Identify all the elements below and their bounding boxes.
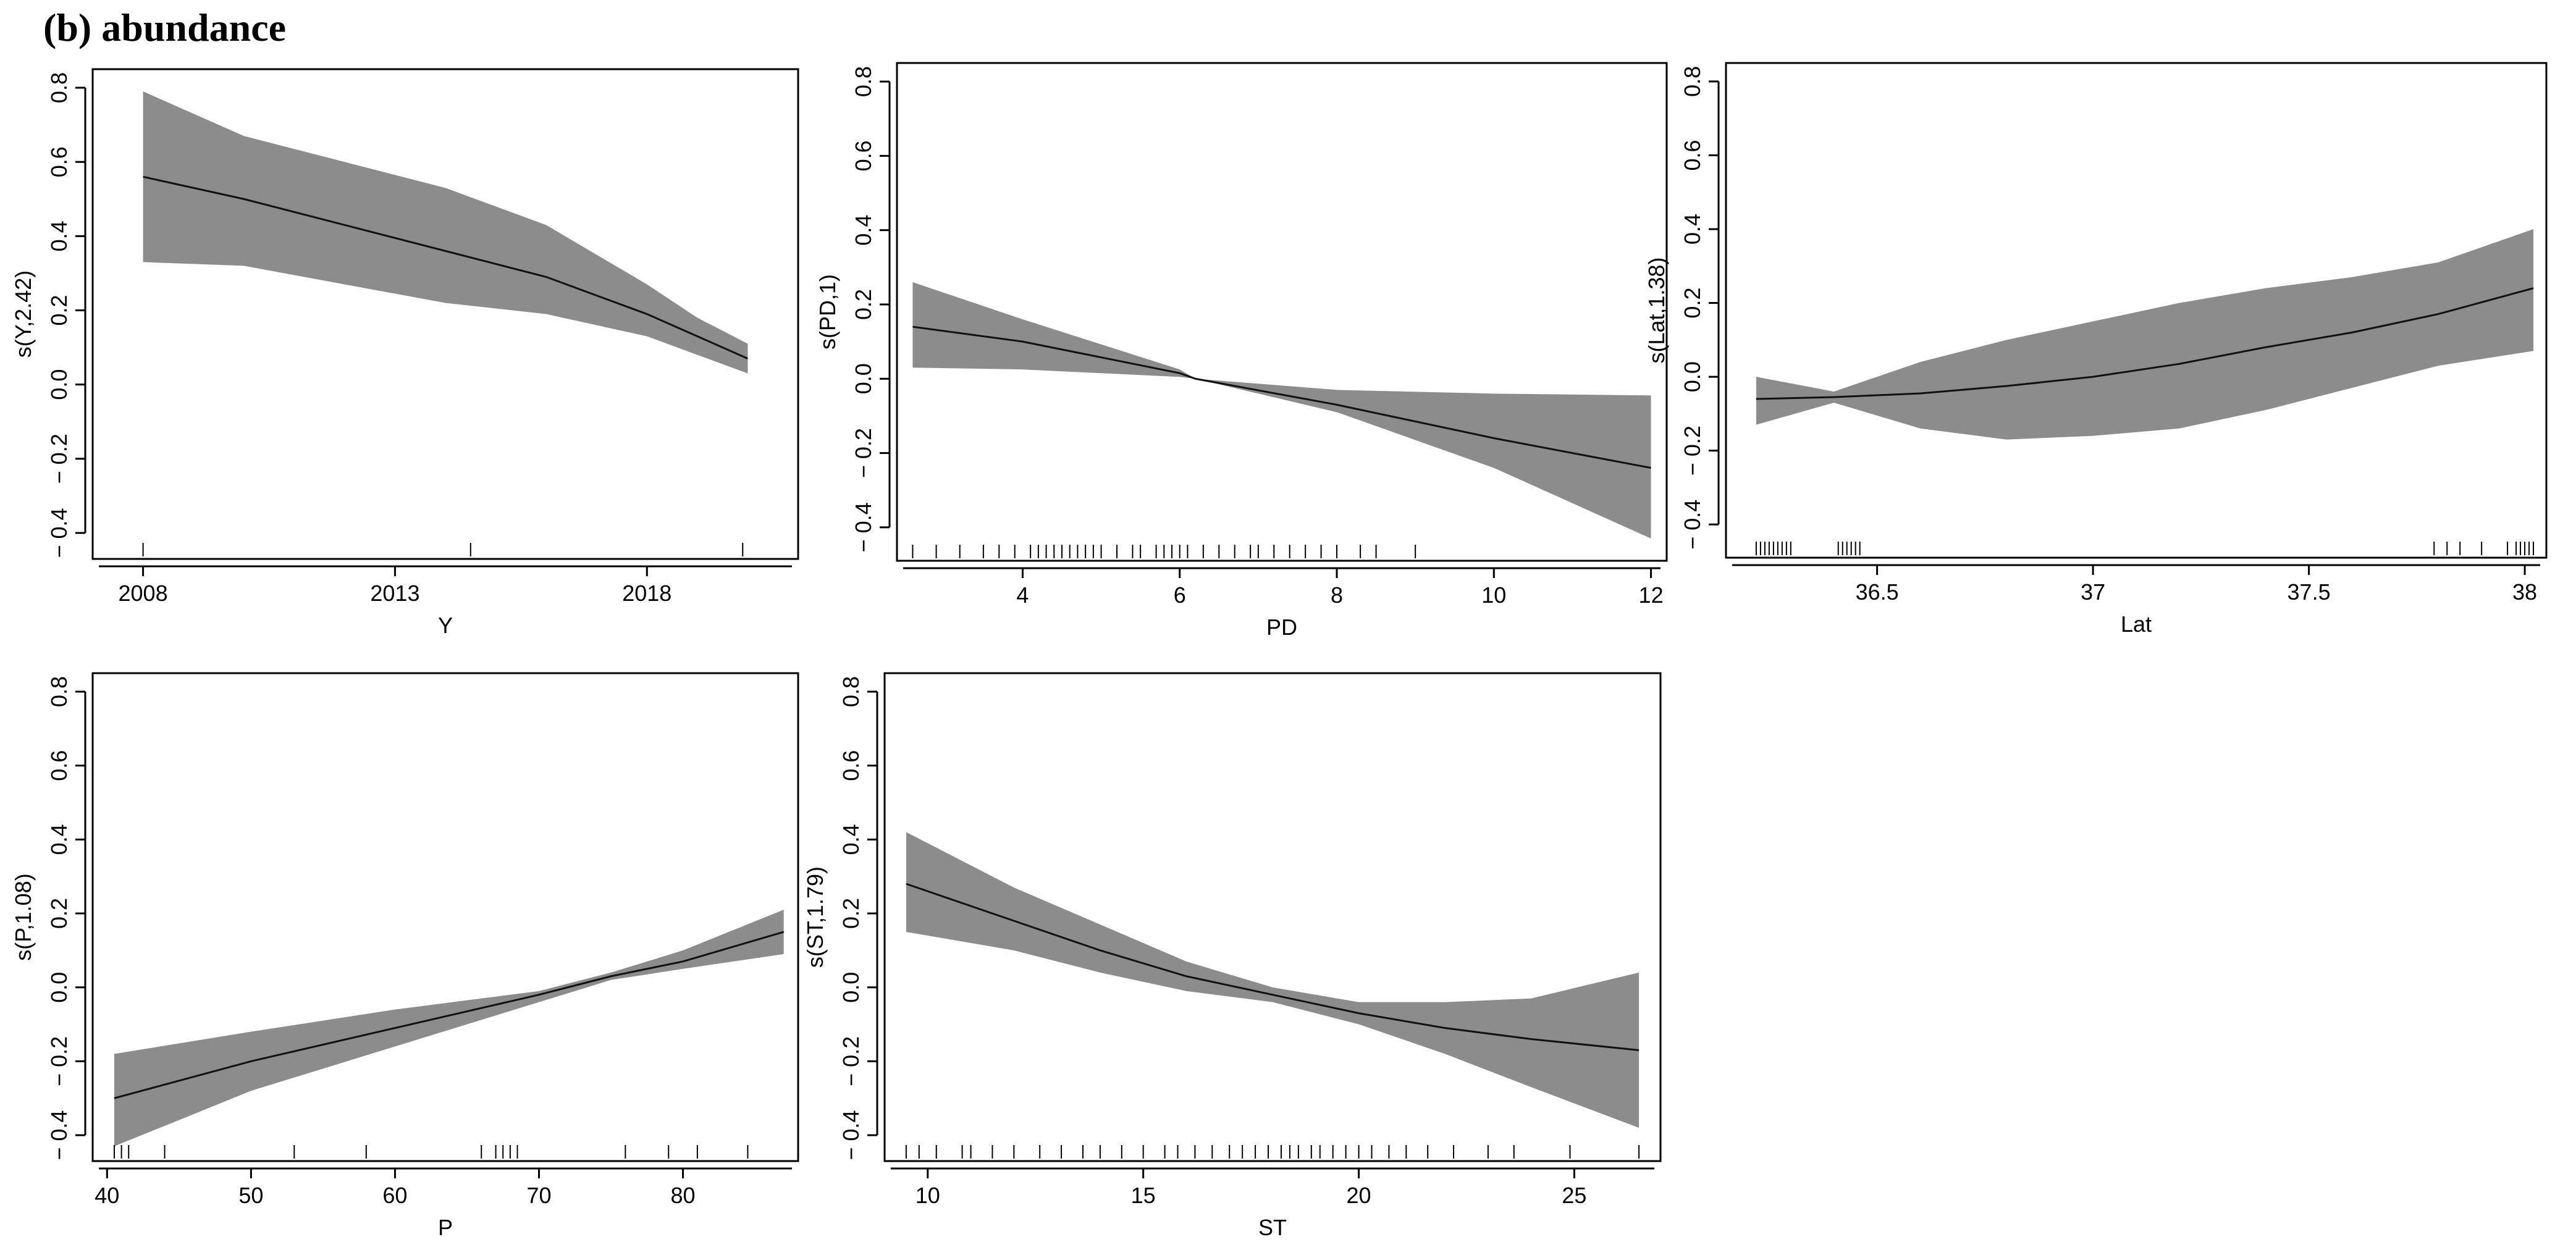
panel-1: − 0.4 − 0.2 0.0 0.2 0.4 0.6 0.8 s(Y,2.42) 2008 20… <box>11 68 799 638</box>
x-tick-label: 50 <box>238 1183 263 1208</box>
y-tick-label: 0.2 <box>838 898 864 929</box>
x-axis-title: Lat <box>2121 611 2152 637</box>
y-tick-label: 0.6 <box>46 750 72 781</box>
y-tick-label: − 0.4 <box>851 502 876 552</box>
y-tick-label: 0.2 <box>46 295 72 325</box>
y-tick-label: − 0.2 <box>851 428 876 478</box>
panel-4: − 0.4 − 0.2 0.0 0.2 0.4 0.6 0.8 s(P,1.08) 40 50 60… <box>11 672 799 1240</box>
x-tick-label: 6 <box>1174 582 1186 608</box>
confidence-band <box>906 832 1639 1128</box>
y-axis-title: s(PD,1) <box>815 274 840 350</box>
confidence-band <box>114 910 784 1147</box>
y-tick-label: 0.8 <box>46 72 72 103</box>
x-axis-title: PD <box>1266 615 1297 640</box>
y-tick-label: 0.0 <box>46 972 72 1003</box>
confidence-band <box>143 91 748 374</box>
x-axis-title: Y <box>438 613 453 638</box>
y-tick-label: 0.0 <box>46 369 72 400</box>
x-tick-label: 20 <box>1347 1183 1371 1208</box>
x-tick-label: 25 <box>1562 1183 1586 1208</box>
x-tick-label: 10 <box>1481 582 1506 608</box>
x-tick-label: 4 <box>1016 582 1029 608</box>
smooth-fit-line <box>1756 287 2534 400</box>
y-axis-title: s(P,1.08) <box>11 873 36 960</box>
x-tick-label: 37 <box>2081 579 2105 605</box>
y-tick-label: − 0.2 <box>838 1036 864 1086</box>
y-tick-label: 0.0 <box>851 363 876 394</box>
y-tick-label: − 0.2 <box>1680 426 1705 476</box>
plot-frame <box>883 672 1662 1162</box>
x-tick-label: 37.5 <box>2288 579 2331 605</box>
y-tick-label: 0.0 <box>1680 361 1705 392</box>
y-tick-label: 0.6 <box>851 140 876 171</box>
y-tick-label: − 0.4 <box>46 1110 72 1160</box>
y-tick-label: 0.2 <box>851 289 876 320</box>
y-tick-label: 0.2 <box>46 898 72 929</box>
x-tick-label: 36.5 <box>1856 579 1899 605</box>
panel-5: − 0.4 − 0.2 0.0 0.2 0.4 0.6 0.8 s(ST,1.79) 10 15 2… <box>802 672 1662 1240</box>
smooth-fit-line <box>906 883 1639 1051</box>
x-tick-label: 38 <box>2512 579 2537 605</box>
x-tick-label: 60 <box>382 1183 407 1208</box>
x-tick-label: 2008 <box>119 581 168 606</box>
y-tick-label: − 0.2 <box>46 434 72 484</box>
panel-2: − 0.4 − 0.2 0.0 0.2 0.4 0.6 0.8 s(PD,1) 4 6 8 10 12 P… <box>815 62 1668 640</box>
figure-title: (b) abundance <box>43 6 286 49</box>
y-tick-label: 0.6 <box>1680 140 1705 170</box>
y-tick-label: − 0.4 <box>46 508 72 558</box>
y-tick-label: − 0.4 <box>838 1110 864 1160</box>
y-tick-label: 0.2 <box>1680 288 1705 319</box>
y-axis-title: s(ST,1.79) <box>802 866 828 968</box>
x-tick-label: 10 <box>915 1183 940 1208</box>
x-tick-label: 40 <box>95 1183 119 1208</box>
plot-frame <box>91 68 799 560</box>
y-tick-label: 0.4 <box>838 824 864 855</box>
smooth-fit-line <box>143 175 749 359</box>
plot-frame <box>91 672 799 1162</box>
x-tick-label: 2018 <box>622 581 671 606</box>
x-tick-label: 15 <box>1131 1183 1156 1208</box>
plot-frame <box>896 62 1668 562</box>
y-axis-title: s(Lat,1.38) <box>1644 257 1669 363</box>
plot-frame <box>1725 62 2548 559</box>
smooth-fit-line <box>912 325 1651 469</box>
confidence-band <box>1756 229 2534 440</box>
y-tick-label: 0.8 <box>851 66 876 97</box>
y-tick-label: − 0.4 <box>1680 500 1705 550</box>
y-tick-label: 0.4 <box>46 824 72 855</box>
x-tick-label: 2013 <box>370 581 419 606</box>
y-tick-label: 0.0 <box>838 972 864 1003</box>
x-tick-label: 70 <box>526 1183 551 1208</box>
x-tick-label: 80 <box>671 1183 696 1208</box>
y-tick-label: 0.4 <box>1680 214 1705 245</box>
y-tick-label: 0.8 <box>838 676 864 707</box>
y-tick-label: − 0.2 <box>46 1036 72 1086</box>
y-tick-label: 0.6 <box>838 750 864 781</box>
smooth-fit-line <box>114 931 785 1099</box>
y-tick-label: 0.8 <box>46 676 72 707</box>
x-tick-label: 12 <box>1639 582 1664 608</box>
y-axis-title: s(Y,2.42) <box>11 271 36 358</box>
panel-3: − 0.4 − 0.2 0.0 0.2 0.4 0.6 0.8 s(Lat,1.38) 36.5… <box>1644 62 2548 637</box>
y-tick-label: 0.8 <box>1680 66 1705 97</box>
confidence-band <box>912 282 1651 539</box>
y-tick-label: 0.4 <box>46 220 72 251</box>
y-tick-label: 0.4 <box>851 215 876 246</box>
y-tick-label: 0.6 <box>46 146 72 177</box>
x-tick-label: 8 <box>1331 582 1343 608</box>
x-axis-title: ST <box>1258 1215 1287 1240</box>
x-axis-title: P <box>438 1215 453 1240</box>
